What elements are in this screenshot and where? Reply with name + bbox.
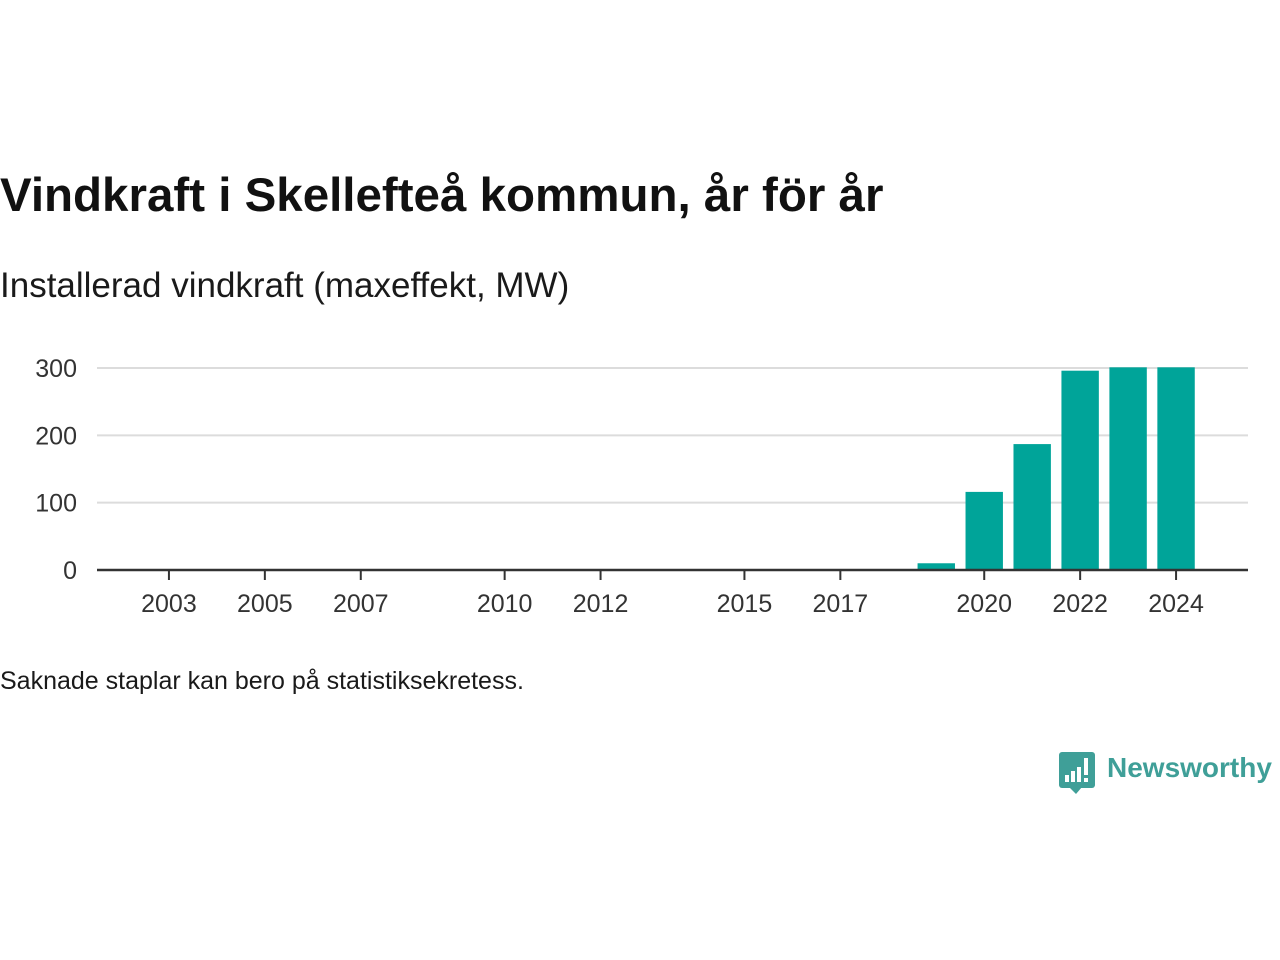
bar-2019 (917, 563, 955, 570)
x-tick-label-2012: 2012 (573, 590, 629, 618)
y-gridlines (97, 367, 1248, 504)
x-tick-label-2010: 2010 (477, 590, 533, 618)
speech-bubble-bar-chart-icon (1059, 752, 1095, 794)
bar-2020 (965, 491, 1003, 570)
x-tick-label-2020: 2020 (956, 590, 1012, 618)
y-tick-label-100: 100 (35, 490, 77, 518)
x-tick-label-2007: 2007 (333, 590, 389, 618)
bar-2021 (1013, 444, 1051, 570)
x-tick-label-2024: 2024 (1148, 590, 1204, 618)
bar-2023 (1109, 367, 1147, 570)
x-tick-label-2017: 2017 (813, 590, 869, 618)
logo-wordmark: Newsworthy (1107, 752, 1272, 783)
bars (917, 367, 1195, 570)
x-tick-label-2003: 2003 (141, 590, 197, 618)
x-axis (97, 568, 1248, 580)
y-tick-label-0: 0 (63, 557, 77, 585)
y-tick-labels: 0 100 200 300 (35, 355, 77, 585)
x-tick-label-2005: 2005 (237, 590, 293, 618)
chart-title: Vindkraft i Skellefteå kommun, år för år (0, 169, 884, 222)
x-tick-labels: 2003 2005 2007 2010 2012 2015 2017 2020 2022 2024 (141, 590, 1204, 618)
bar-2024 (1157, 367, 1195, 570)
bar-2022 (1061, 370, 1099, 570)
y-tick-label-300: 300 (35, 355, 77, 383)
footnote: Saknade staplar kan bero på statistiksek… (0, 667, 524, 695)
chart-subtitle: Installerad vindkraft (maxeffekt, MW) (0, 266, 570, 305)
newsworthy-logo: Newsworthy (1059, 752, 1279, 794)
x-tick-label-2015: 2015 (717, 590, 773, 618)
y-tick-label-200: 200 (35, 422, 77, 450)
x-tick-label-2022: 2022 (1052, 590, 1108, 618)
